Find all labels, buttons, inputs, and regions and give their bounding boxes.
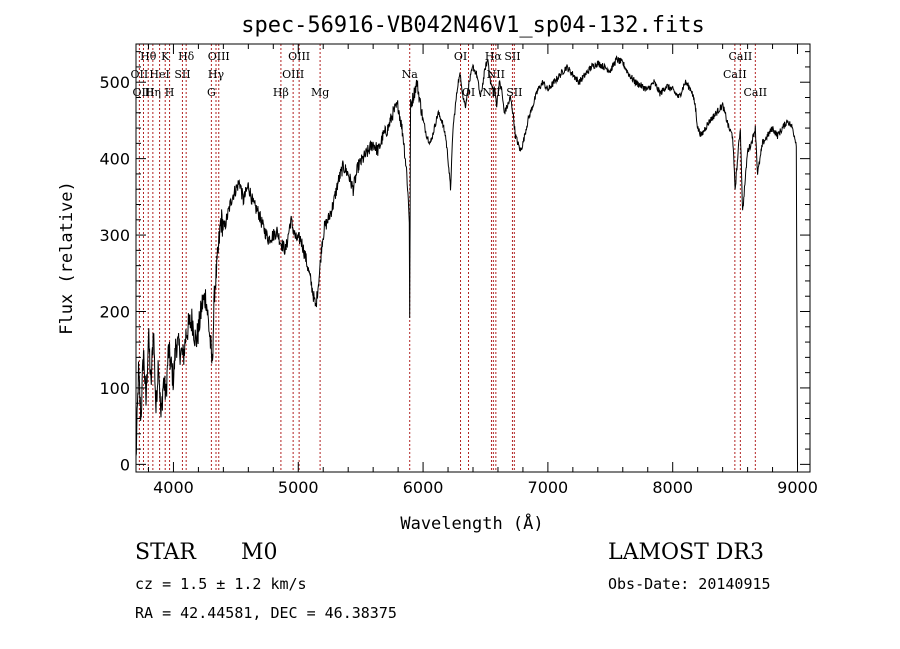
line-label-3: OIII <box>208 50 230 63</box>
y-tick-label: 400 <box>99 150 130 169</box>
line-label-20: G <box>207 86 216 99</box>
y-tick-label: 300 <box>99 226 130 245</box>
line-label-7: Hα <box>485 50 503 63</box>
x-axis-label: Wavelength (Å) <box>400 512 543 534</box>
line-label-18: Hη <box>145 86 161 99</box>
chart-title: spec-56916-VB042N46V1_sp04-132.fits <box>241 13 705 38</box>
line-label-19: H <box>165 86 175 99</box>
x-tick-label: 8000 <box>652 478 693 497</box>
y-tick-label: 100 <box>99 379 130 398</box>
line-label-11: HeI <box>149 68 169 81</box>
line-label-13: Hγ <box>208 68 225 81</box>
line-label-12: SII <box>174 68 190 81</box>
y-tick-label: 500 <box>99 73 130 92</box>
plot-frame <box>135 43 811 473</box>
line-label-4: OIII <box>288 50 310 63</box>
line-label-6: Na <box>402 68 419 81</box>
line-label-23: OI <box>462 86 475 99</box>
x-tick-label: 6000 <box>403 478 444 497</box>
x-tick-label: 7000 <box>528 478 569 497</box>
coordinates: RA = 42.44581, DEC = 46.38375 <box>135 604 397 622</box>
spectrum-line <box>135 55 798 465</box>
line-label-2: Hδ <box>178 50 195 63</box>
x-tick-label: 4000 <box>153 478 194 497</box>
x-tick-label: 9000 <box>777 478 818 497</box>
line-label-14: OIII <box>282 68 304 81</box>
redshift-cz: cz = 1.5 ± 1.2 km/s <box>135 575 307 593</box>
line-label-16: CaII <box>723 68 747 81</box>
line-label-9: CaII <box>729 50 753 63</box>
spectrum-series <box>135 55 798 465</box>
y-tick-label: 0 <box>120 455 130 474</box>
object-class: STAR <box>135 540 196 565</box>
y-axis-label: Flux (relative) <box>57 181 77 335</box>
line-label-10: OII <box>131 68 149 81</box>
line-label-5: OI <box>454 50 467 63</box>
line-label-22: Mg <box>311 86 329 99</box>
line-label-17: OIII <box>132 86 154 99</box>
line-label-8: SII <box>504 50 520 63</box>
emission-line-markers <box>138 44 756 472</box>
line-label-26: CaII <box>743 86 767 99</box>
line-label-24: NII <box>482 86 500 99</box>
line-label-21: Hβ <box>273 86 289 99</box>
y-tick-label: 200 <box>99 303 130 322</box>
y-axis-ticks: 0 100 200 300 400 500 <box>99 51 810 474</box>
line-label-25: SII <box>506 86 522 99</box>
object-subclass: M0 <box>241 540 278 565</box>
x-axis-ticks: 4000 5000 6000 7000 8000 9000 <box>147 44 818 497</box>
line-label-15: NII <box>487 68 505 81</box>
line-label-1: K <box>161 50 170 63</box>
obs-date: Obs-Date: 20140915 <box>608 575 771 593</box>
survey-name: LAMOST DR3 <box>608 540 764 565</box>
x-tick-label: 5000 <box>278 478 319 497</box>
line-label-0: Hθ <box>140 50 157 63</box>
